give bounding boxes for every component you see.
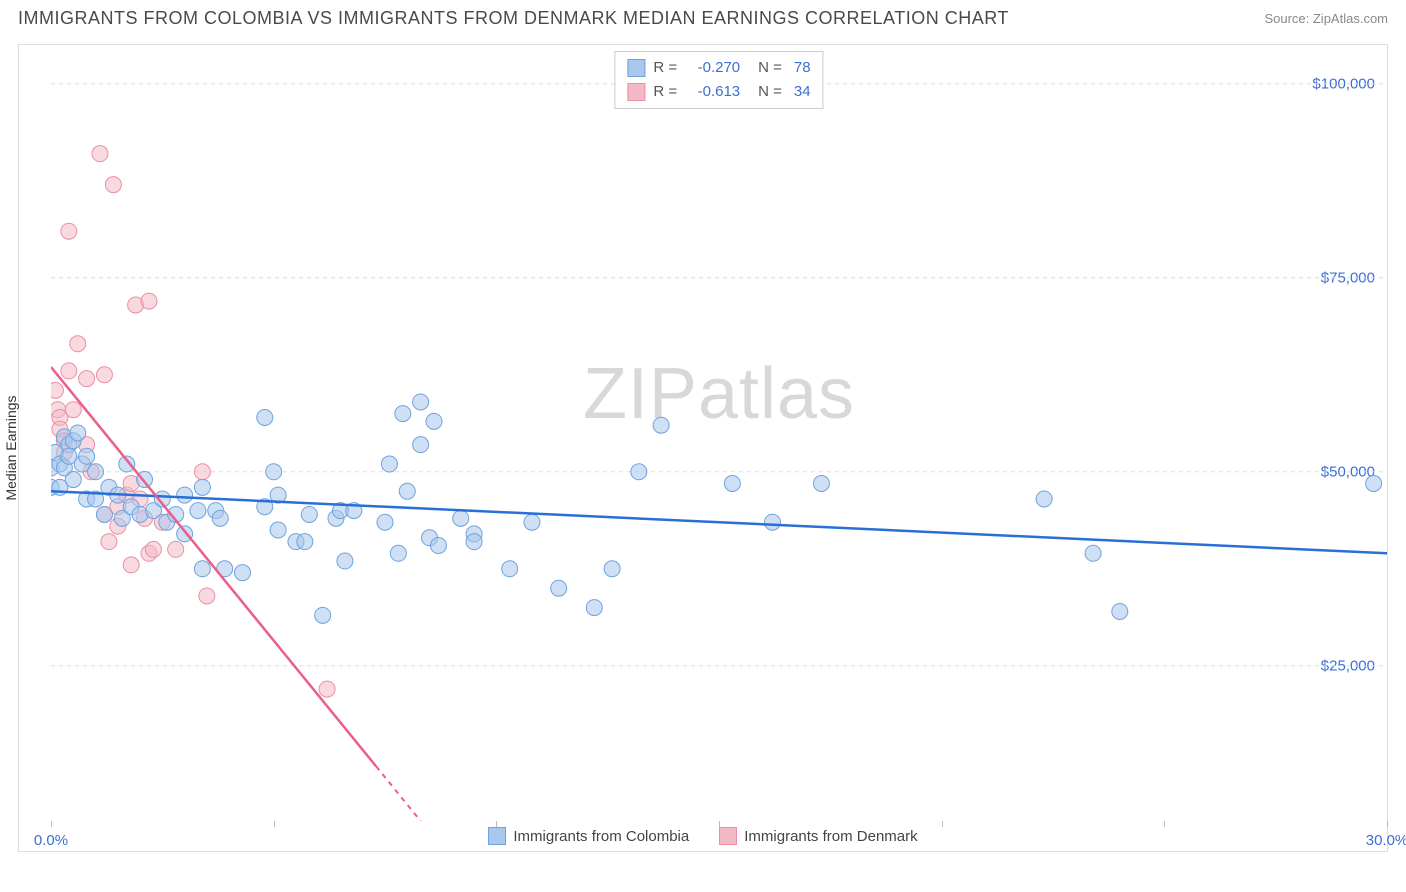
plot-area: ZIPatlas R = -0.270 N = 78 R = -0.613 N …: [51, 45, 1387, 821]
legend-label: Immigrants from Colombia: [513, 828, 689, 845]
stat-n-label: N =: [758, 80, 782, 104]
swatch-icon: [627, 59, 645, 77]
chart-title: IMMIGRANTS FROM COLOMBIA VS IMMIGRANTS F…: [18, 8, 1009, 29]
x-tick: [1387, 821, 1388, 827]
chart-header: IMMIGRANTS FROM COLOMBIA VS IMMIGRANTS F…: [0, 0, 1406, 33]
legend-item: Immigrants from Colombia: [488, 827, 689, 845]
legend-row: R = -0.613 N = 34: [627, 80, 810, 104]
stat-r-value: -0.270: [685, 56, 740, 80]
stat-n-value: 34: [794, 80, 811, 104]
legend-item: Immigrants from Denmark: [719, 827, 917, 845]
swatch-icon: [627, 83, 645, 101]
stat-r-label: R =: [653, 80, 677, 104]
source-attribution: Source: ZipAtlas.com: [1264, 11, 1388, 26]
legend-stats: R = -0.270 N = 78 R = -0.613 N = 34: [614, 51, 823, 109]
legend-label: Immigrants from Denmark: [744, 828, 917, 845]
y-axis-label: Median Earnings: [3, 395, 19, 500]
stat-n-value: 78: [794, 56, 811, 80]
scatter-plot-svg: [51, 45, 1387, 821]
stat-n-label: N =: [758, 56, 782, 80]
swatch-icon: [488, 827, 506, 845]
stat-r-label: R =: [653, 56, 677, 80]
legend-series: Immigrants from Colombia Immigrants from…: [19, 827, 1387, 845]
swatch-icon: [719, 827, 737, 845]
stat-r-value: -0.613: [685, 80, 740, 104]
chart-container: Median Earnings ZIPatlas R = -0.270 N = …: [18, 44, 1388, 852]
legend-row: R = -0.270 N = 78: [627, 56, 810, 80]
